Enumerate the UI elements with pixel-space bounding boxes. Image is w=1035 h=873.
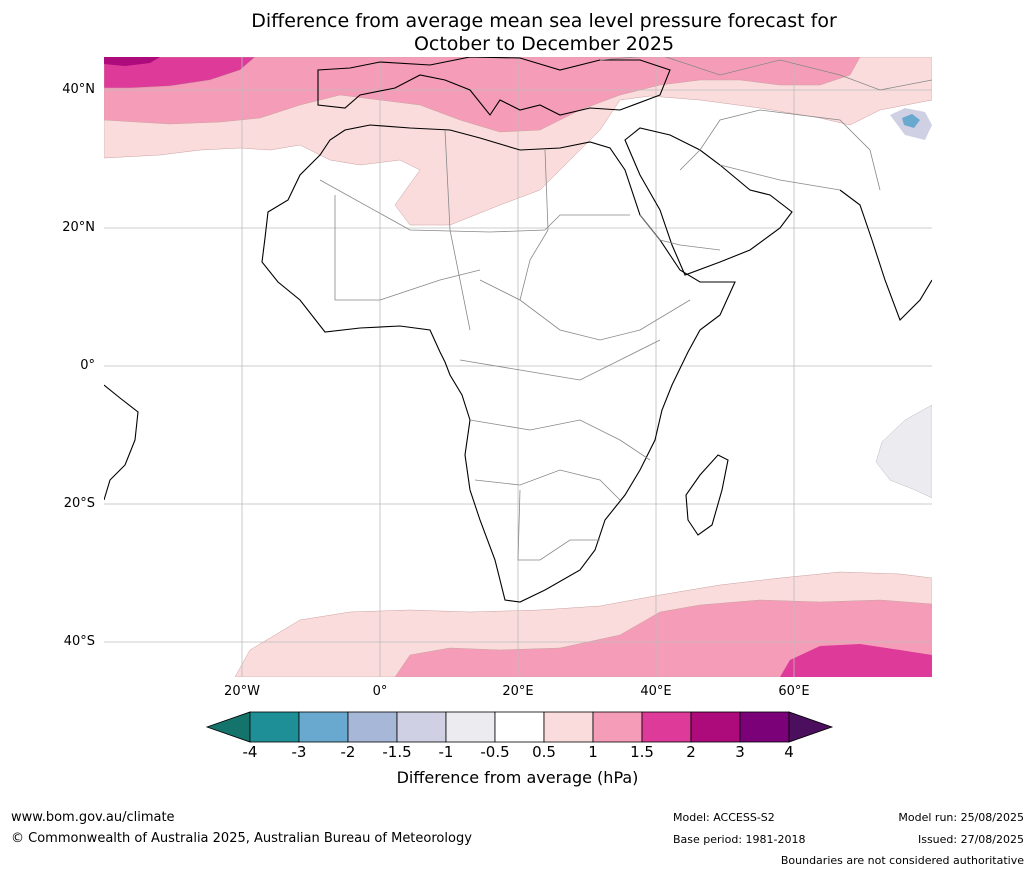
colorbar-swatch	[494, 711, 545, 743]
south-america-coastline	[104, 384, 139, 501]
africa-coastline	[261, 124, 736, 603]
colorbar-tick-label: -4	[242, 743, 258, 761]
colorbar-swatch	[543, 711, 594, 743]
colorbar-tick-label: -1.5	[382, 743, 412, 761]
colorbar-tick-label: 0.5	[532, 743, 556, 761]
colorbar-swatch	[249, 711, 300, 743]
colorbar-tick-label: 1.5	[630, 743, 654, 761]
anomaly-core-negative-himalaya	[902, 114, 920, 128]
colorbar-tick-label: 2	[686, 743, 696, 761]
colorbar-tick-label: 1	[588, 743, 598, 761]
footer-issued: Issued: 27/08/2025	[917, 833, 1024, 846]
anomaly-band-1-1.5-north	[104, 57, 861, 133]
colorbar-swatch	[592, 711, 643, 743]
madagascar-coastline	[685, 454, 729, 536]
anomaly-band-1.5-2-north	[104, 57, 256, 89]
india-coastline	[839, 189, 932, 321]
colorbar-swatch	[347, 711, 398, 743]
anomaly-patch-negative-east	[875, 404, 932, 499]
lon-label-0: 0°	[372, 684, 388, 699]
footer-model-run: Model run: 25/08/2025	[898, 811, 1024, 824]
lat-label-40n: 40°N	[62, 82, 95, 97]
footer-disclaimer: Boundaries are not considered authoritat…	[780, 854, 1024, 867]
colorbar	[205, 711, 834, 743]
colorbar-swatch	[739, 711, 790, 743]
colorbar-swatch	[396, 711, 447, 743]
arabia-coastline	[624, 127, 793, 276]
colorbar-swatch	[445, 711, 496, 743]
colorbar-swatch	[641, 711, 692, 743]
colorbar-tick-label: 3	[735, 743, 745, 761]
lat-label-40s: 40°S	[63, 634, 95, 649]
lat-label-20s: 20°S	[63, 496, 95, 511]
footer-website[interactable]: www.bom.gov.au/climate	[11, 810, 175, 825]
europe-coastline	[317, 57, 671, 116]
country-borders	[319, 57, 932, 561]
footer-model: Model: ACCESS-S2	[673, 811, 775, 824]
colorbar-tick-label: -1	[438, 743, 454, 761]
colorbar-extend-low	[205, 711, 251, 743]
colorbar-swatch	[690, 711, 741, 743]
lon-label-20w: 20°W	[224, 684, 260, 699]
title-line-1: Difference from average mean sea level p…	[251, 10, 837, 32]
colorbar-label: Difference from average (hPa)	[0, 768, 1035, 787]
lat-label-20n: 20°N	[62, 220, 95, 235]
colorbar-tick-label: -2	[340, 743, 356, 761]
map-title: Difference from average mean sea level p…	[0, 10, 1035, 56]
title-line-2: October to December 2025	[413, 33, 675, 55]
colorbar-label-text: Difference from average (hPa)	[396, 768, 639, 787]
colorbar-swatch	[298, 711, 349, 743]
anomaly-band-2-3-north	[104, 57, 160, 66]
anomaly-band-1.5-2-south	[780, 644, 932, 677]
lon-label-20e: 20°E	[502, 684, 534, 699]
colorbar-tick-label: -3	[291, 743, 307, 761]
colorbar-tick-label: 4	[784, 743, 794, 761]
lon-label-40e: 40°E	[640, 684, 672, 699]
footer-base-period: Base period: 1981-2018	[673, 833, 806, 846]
lat-label-equator: 0°	[80, 358, 95, 373]
footer-copyright: © Commonwealth of Australia 2025, Austra…	[11, 831, 472, 846]
colorbar-extend-high	[788, 711, 834, 743]
lon-label-60e: 60°E	[778, 684, 810, 699]
pressure-anomaly-map	[104, 57, 932, 677]
graticule	[104, 57, 932, 677]
colorbar-tick-label: -0.5	[480, 743, 510, 761]
